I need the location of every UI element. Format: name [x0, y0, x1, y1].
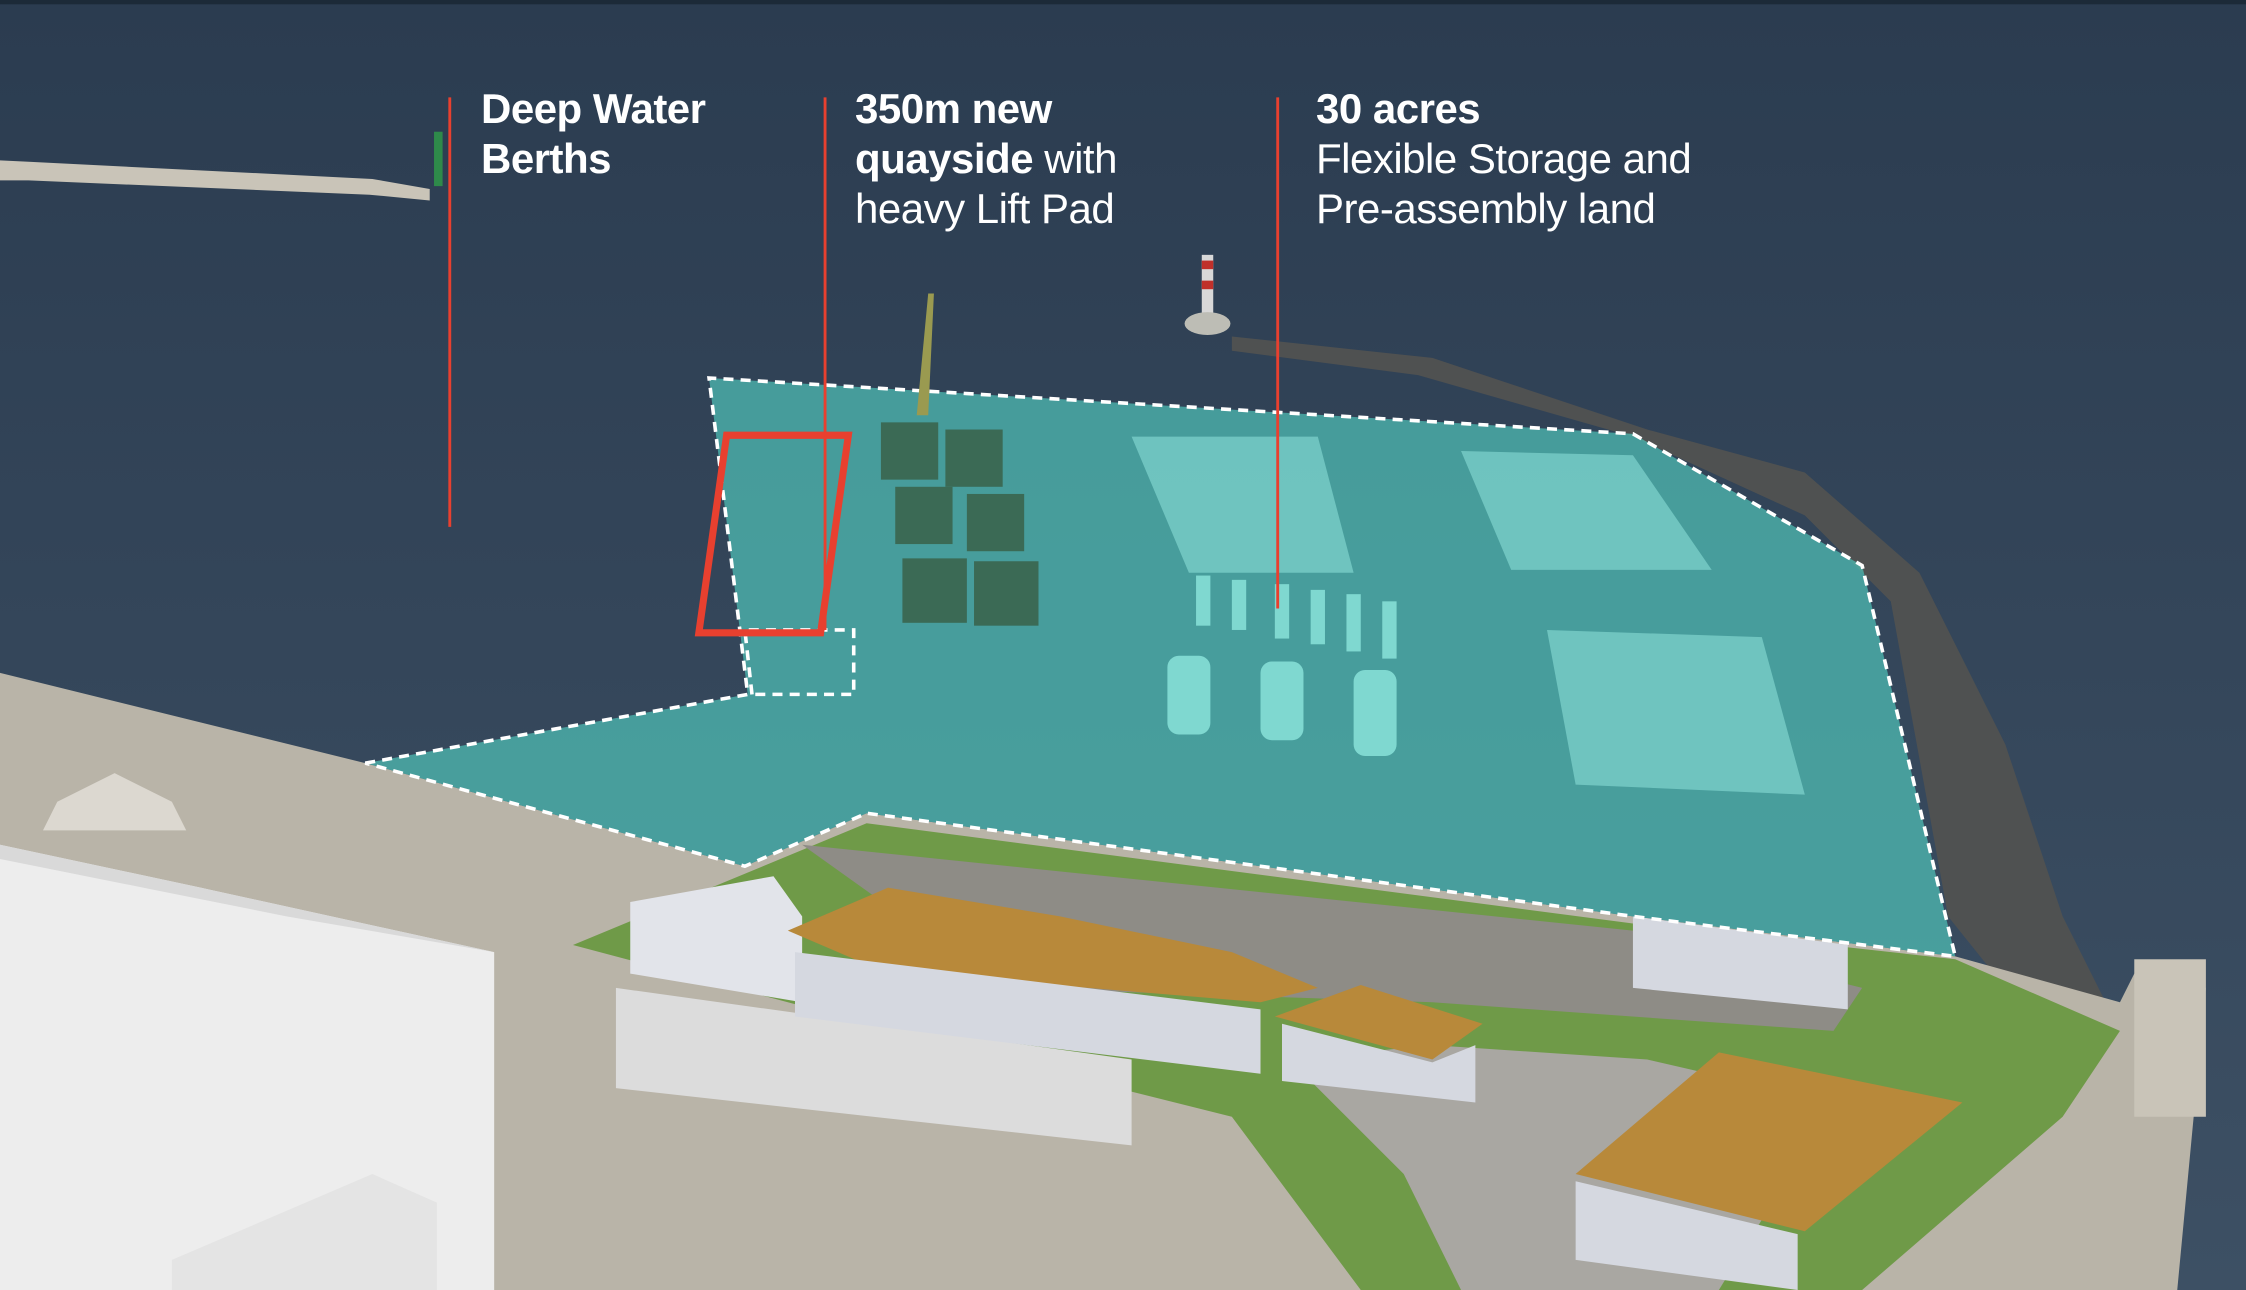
annotation-text: Flexible Storage and Pre-assembly land	[1316, 135, 1692, 232]
heavy-lift-pad	[694, 431, 853, 637]
beacon-base	[1184, 312, 1231, 336]
shed	[615, 987, 1132, 1146]
beacon-green	[434, 131, 443, 187]
annotation-title: Deep Water Berths	[481, 85, 706, 182]
top-strip	[0, 0, 2246, 5]
annotation-title: 350m new quayside	[855, 85, 1052, 182]
quay-outline	[742, 628, 856, 697]
crane	[916, 293, 934, 416]
roof	[1575, 1052, 1963, 1232]
annotation: Deep Water Berths	[481, 84, 781, 184]
building	[1281, 1023, 1476, 1103]
building	[630, 876, 803, 1003]
building	[1632, 916, 1848, 1010]
annotation: 30 acres Flexible Storage and Pre-assembl…	[1316, 84, 1756, 234]
shed	[171, 1174, 437, 1290]
towers	[1167, 575, 1397, 756]
breakwater	[0, 160, 430, 201]
blade-stacks	[880, 422, 1039, 626]
beacon-band	[1201, 280, 1214, 290]
stockpile	[42, 773, 187, 831]
pier	[2134, 959, 2206, 1117]
annotation-title: 30 acres	[1316, 85, 1481, 132]
building	[1575, 1181, 1798, 1290]
annotation-text: with heavy Lift Pad	[855, 135, 1117, 232]
rock-armour	[1231, 336, 2106, 1031]
roof	[1274, 985, 1483, 1060]
beacon-band	[1201, 260, 1214, 270]
building	[794, 952, 1261, 1074]
blade-storage	[1131, 436, 1805, 795]
annotation: 350m new quayside with heavy Lift Pad	[855, 84, 1195, 234]
warehouse-roof	[0, 844, 495, 953]
